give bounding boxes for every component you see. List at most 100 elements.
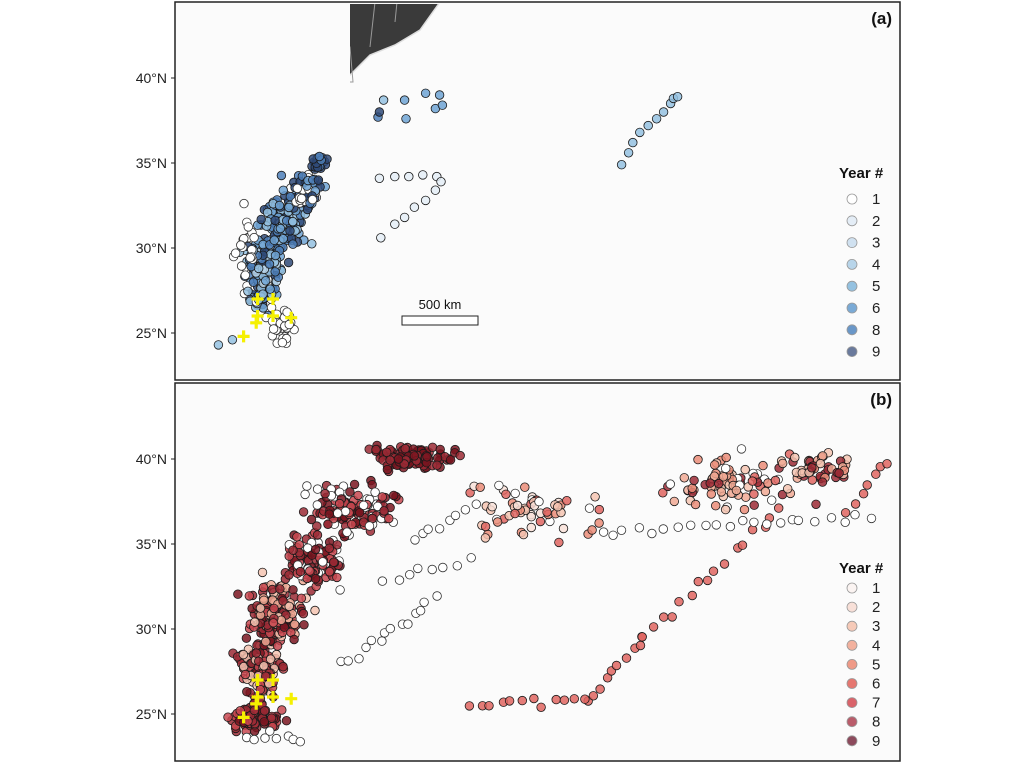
data-point [292,532,302,542]
legend-swatch [846,659,858,670]
data-point [834,468,844,478]
data-point [334,498,345,509]
data-point [551,694,561,705]
legend-label: 9 [872,344,880,361]
legend-swatch [846,601,858,613]
data-point [261,636,271,647]
data-point [858,489,869,499]
data-point [716,487,727,497]
legend-swatch [846,280,858,292]
data-point [665,479,676,489]
data-point [529,693,539,704]
panel-frame [174,382,901,762]
data-point [320,488,330,499]
data-point [283,257,294,268]
data-point [770,475,781,486]
data-point [669,496,680,507]
data-point [288,216,298,227]
data-point [312,500,323,510]
data-point [277,337,288,348]
release-site-marker [251,674,264,686]
data-point [621,653,632,663]
data-point [259,595,269,606]
data-point [288,545,298,555]
data-point [866,513,877,524]
data-point [258,289,268,299]
data-point [526,522,537,533]
data-point [643,120,653,131]
release-site-marker [251,293,264,305]
data-point [554,537,564,548]
data-point [313,175,324,185]
data-point [324,543,335,554]
data-point [410,535,420,545]
data-point [298,507,309,517]
data-point [714,478,724,489]
data-point [377,492,388,502]
data-point [261,276,271,286]
data-point [324,567,335,577]
data-point [790,452,800,463]
data-point [553,502,563,512]
data-point [241,633,252,643]
data-point [623,148,634,158]
data-point [708,566,719,576]
data-point [450,510,461,521]
data-point [401,114,411,124]
data-point [272,641,283,651]
data-point [558,523,569,534]
data-point [261,671,271,681]
legend-swatch [846,620,858,632]
data-point [455,450,465,461]
data-point [484,701,494,711]
legend-label: 3 [872,618,880,635]
data-point [285,226,295,236]
data-point [355,508,365,518]
data-point [778,458,788,469]
data-point [862,480,872,490]
data-point [312,484,323,494]
data-point [259,661,269,671]
data-point [288,239,298,249]
lat-tick-label: 30°N [136,240,167,256]
data-point [494,480,504,491]
data-point [466,553,476,563]
data-point [475,482,485,493]
legend-swatch [846,302,858,314]
data-point [399,95,410,105]
data-point [296,193,307,204]
data-point [693,454,703,465]
data-point [435,444,445,455]
data-point [504,696,515,706]
data-point [658,488,668,498]
data-point [284,601,294,612]
data-point [413,563,423,574]
data-point [492,517,503,527]
data-point [687,590,698,601]
data-point [471,499,482,509]
data-point [628,137,638,148]
data-point [260,733,270,743]
legend-label: 1 [872,191,880,208]
data-point [258,582,269,593]
legend-label: 6 [872,676,880,693]
data-point [270,215,280,226]
data-point [718,472,729,482]
panel-label: (b) [870,390,892,409]
data-point [312,521,322,531]
data-point [774,503,784,513]
data-point [379,506,389,516]
data-point [510,508,520,519]
data-point [284,202,294,213]
data-point [213,340,224,350]
data-point [314,151,325,162]
data-point [587,525,597,535]
data-point [310,605,320,616]
data-point [686,520,696,531]
lat-tick-label: 35°N [136,155,167,171]
data-point [432,591,442,601]
data-point [277,705,287,715]
data-point [705,478,715,488]
data-point [749,489,759,499]
data-point [249,232,259,243]
